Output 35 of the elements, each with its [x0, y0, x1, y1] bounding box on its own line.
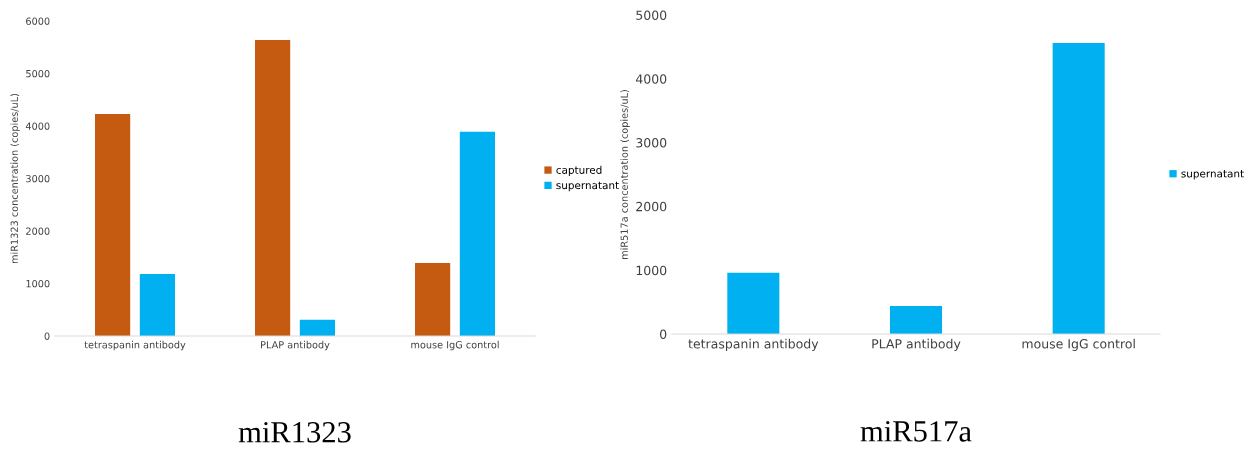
bar	[139, 274, 175, 336]
bar	[95, 113, 131, 336]
legend-label: captured	[556, 165, 602, 176]
legend-label: supernatant	[556, 181, 619, 192]
bar	[299, 319, 335, 336]
y-tick-label: 4000	[25, 122, 50, 130]
x-tick-label: PLAP antibody	[261, 340, 330, 351]
y-tick-label: 6000	[26, 17, 50, 25]
bar	[459, 131, 495, 336]
bar	[415, 263, 451, 336]
y-axis-title: miR1323 concentration (copies/uL)	[10, 93, 20, 264]
y-tick-label: 0	[660, 329, 667, 339]
y-tick-label: 3000	[26, 174, 50, 183]
y-tick-label: 3000	[636, 138, 667, 148]
y-tick-label: 2000	[636, 201, 667, 212]
y-axis-title: miR517a concentration (copies/uL)	[620, 90, 630, 259]
y-tick-label: 2000	[26, 227, 50, 235]
y-tick-label: 4000	[635, 74, 667, 84]
y-tick-label: 5000	[26, 69, 50, 78]
x-tick-label: tetraspanin antibody	[84, 340, 186, 351]
legend-label: supernatant	[1181, 170, 1244, 180]
text: miR1323	[238, 422, 351, 443]
y-tick-label: 1000	[636, 265, 667, 276]
x-tick-label: tetraspanin antibody	[688, 338, 819, 351]
y-tick-label: 1000	[26, 279, 50, 288]
text: miR517a	[860, 421, 972, 442]
x-tick-label: PLAP antibody	[872, 338, 961, 351]
bar	[1052, 43, 1105, 334]
x-tick-label: mouse IgG control	[411, 340, 499, 351]
y-tick-label: 5000	[636, 10, 667, 20]
bar	[255, 39, 291, 336]
y-tick-label: 0	[44, 332, 50, 340]
x-tick-label: mouse IgG control	[1022, 338, 1135, 351]
bar	[889, 305, 943, 334]
bar	[727, 272, 780, 334]
